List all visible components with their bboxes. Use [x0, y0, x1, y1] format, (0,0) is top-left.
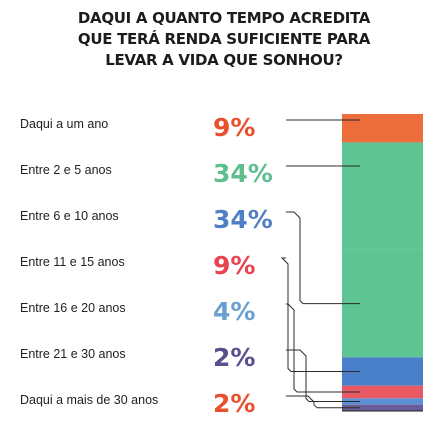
bar-segment-5 [342, 385, 423, 399]
leader-line-7 [286, 395, 360, 409]
leader-line-4 [280, 257, 360, 372]
chart-title-line-1: DAQUI A QUANTO TEMPO ACREDITA [77, 9, 371, 27]
value-label-4: 9% [213, 251, 255, 280]
category-label-1: Daqui a um ano [20, 117, 108, 131]
leader-line-6 [286, 349, 360, 402]
chart-title-line-2: QUE TERÁ RENDA SUFICIENTE PARA [77, 30, 371, 48]
category-label-7: Daqui a mais de 30 anos [20, 393, 158, 407]
category-label-5: Entre 16 e 20 anos [20, 301, 126, 315]
value-label-3: 34% [213, 205, 273, 234]
bar-segment-2 [342, 142, 423, 250]
bar-segment-7 [342, 404, 423, 411]
category-label-4: Entre 11 e 15 anos [20, 255, 125, 269]
bar-segment-6 [342, 398, 423, 405]
value-label-5: 4% [213, 297, 255, 326]
chart-title: DAQUI A QUANTO TEMPO ACREDITA QUE TERÁ R… [0, 8, 448, 71]
category-label-6: Entre 21 e 30 anos [20, 347, 126, 361]
value-label-2: 34% [213, 159, 273, 188]
bar-segment-1 [342, 114, 423, 143]
category-label-3: Entre 6 e 10 anos [20, 209, 119, 223]
chart-title-line-3: LEVAR A VIDA QUE SONHOU? [105, 51, 343, 69]
leader-line-3 [286, 211, 360, 305]
value-label-1: 9% [213, 113, 255, 142]
category-label-2: Entre 2 e 5 anos [20, 163, 112, 177]
value-label-6: 2% [213, 343, 255, 372]
value-label-7: 2% [213, 389, 255, 418]
